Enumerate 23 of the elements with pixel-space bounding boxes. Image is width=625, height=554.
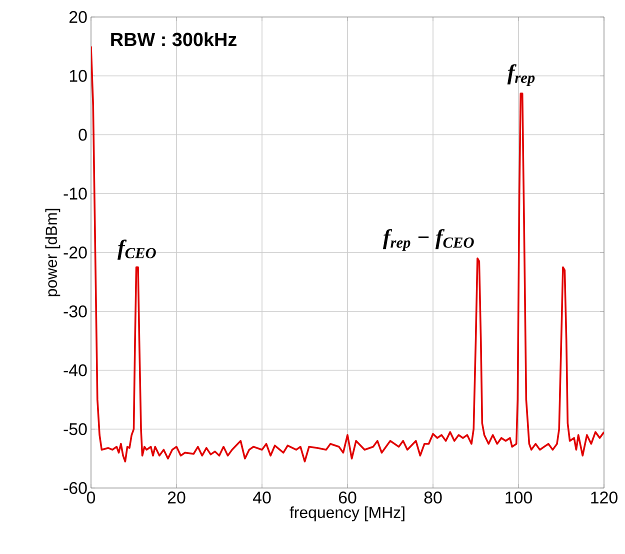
y-tick-label: -30 (64, 305, 87, 318)
x-tick-label: 20 (168, 492, 186, 504)
y-tick-label: -60 (64, 482, 87, 494)
annotation: f$_{CEO}$ (118, 240, 156, 260)
y-tick-label: 20 (70, 10, 87, 23)
x-tick-label: 40 (252, 492, 271, 504)
annotation: RBW : 300kHz (111, 32, 236, 46)
x-tick-label: 100 (506, 492, 532, 504)
x-tick-label: 60 (338, 492, 356, 504)
x-tick-label: 80 (424, 492, 442, 504)
y-axis-title: power [dBm] (45, 208, 60, 296)
y-tick-label: 0 (78, 128, 87, 141)
x-axis-title: frequency [MHz] (290, 506, 404, 522)
y-tick-label: 10 (70, 70, 87, 82)
y-tick-label: -40 (64, 364, 87, 376)
x-tick-label: 120 (591, 492, 618, 504)
y-tick-label: -20 (64, 246, 87, 258)
x-tick-label: 0 (86, 492, 96, 504)
annotation: f$_{rep}$ − f$_{CEO}$ (382, 229, 474, 251)
y-tick-label: -10 (64, 188, 87, 200)
y-tick-label: -50 (64, 423, 87, 436)
annotation: f$_{rep}$ (507, 64, 535, 86)
line-series (91, 46, 604, 462)
